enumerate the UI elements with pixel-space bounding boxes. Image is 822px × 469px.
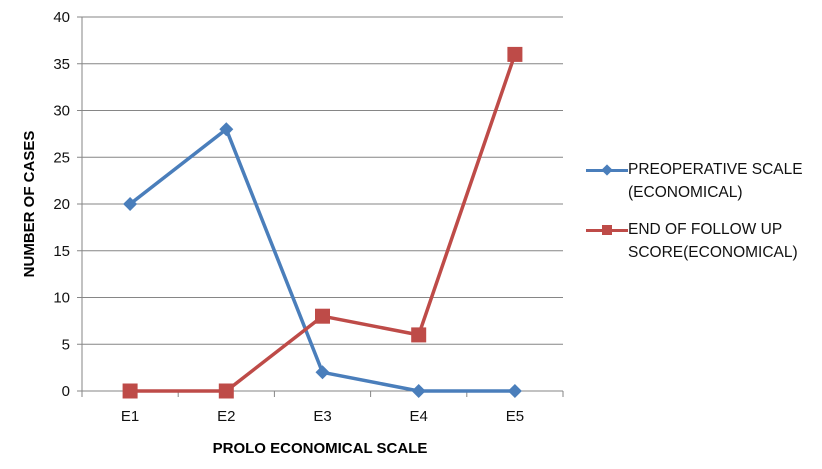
x-tick-label: E5 xyxy=(506,408,524,425)
x-tick-label: E2 xyxy=(217,408,235,425)
y-tick-label: 20 xyxy=(53,196,70,213)
y-tick-label: 35 xyxy=(53,56,70,73)
square-marker-icon xyxy=(507,46,523,62)
y-tick-label: 25 xyxy=(53,149,70,166)
y-tick-label: 5 xyxy=(62,336,70,353)
square-marker-icon xyxy=(122,383,138,399)
diamond-marker-icon xyxy=(123,197,138,211)
legend: PREOPERATIVE SCALE (ECONOMICAL) END OF F… xyxy=(586,158,822,278)
y-tick-label: 15 xyxy=(53,243,70,260)
series-line xyxy=(129,127,515,393)
x-axis-title: PROLO ECONOMICAL SCALE xyxy=(213,440,428,457)
diamond-marker-icon xyxy=(507,384,522,398)
data-series xyxy=(122,46,523,399)
square-marker-icon xyxy=(411,327,427,343)
square-marker-icon xyxy=(218,383,234,399)
x-axis-tick-labels: E1 E2 E3 E4 E5 xyxy=(121,408,524,425)
legend-label: END OF FOLLOW UP SCORE(ECONOMICAL) xyxy=(628,221,798,261)
square-marker-icon xyxy=(315,308,330,324)
legend-item-follow-up: END OF FOLLOW UP SCORE(ECONOMICAL) xyxy=(586,218,822,264)
diamond-marker-icon xyxy=(411,384,426,398)
y-tick-label: 0 xyxy=(62,383,70,400)
x-tick-label: E3 xyxy=(313,408,331,425)
y-axis-tick-labels: 0 5 10 15 20 25 30 35 40 xyxy=(53,9,70,400)
diamond-marker-icon xyxy=(219,122,234,137)
y-tick-label: 40 xyxy=(53,9,70,26)
y-axis-title: NUMBER OF CASES xyxy=(21,131,38,278)
legend-label: PREOPERATIVE SCALE (ECONOMICAL) xyxy=(628,161,803,201)
series-line xyxy=(130,53,517,393)
series-preoperative xyxy=(123,122,522,398)
gridlines xyxy=(77,16,563,392)
series-follow-up xyxy=(122,46,523,399)
legend-swatch-blue-diamond-icon xyxy=(586,158,628,182)
y-tick-label: 10 xyxy=(53,290,70,307)
legend-swatch-red-square-icon xyxy=(586,218,628,242)
y-tick-label: 30 xyxy=(53,103,70,120)
diamond-marker-icon xyxy=(315,365,330,380)
legend-item-preoperative: PREOPERATIVE SCALE (ECONOMICAL) xyxy=(586,158,822,204)
x-tick-label: E4 xyxy=(410,408,428,425)
x-tick-label: E1 xyxy=(121,408,139,425)
